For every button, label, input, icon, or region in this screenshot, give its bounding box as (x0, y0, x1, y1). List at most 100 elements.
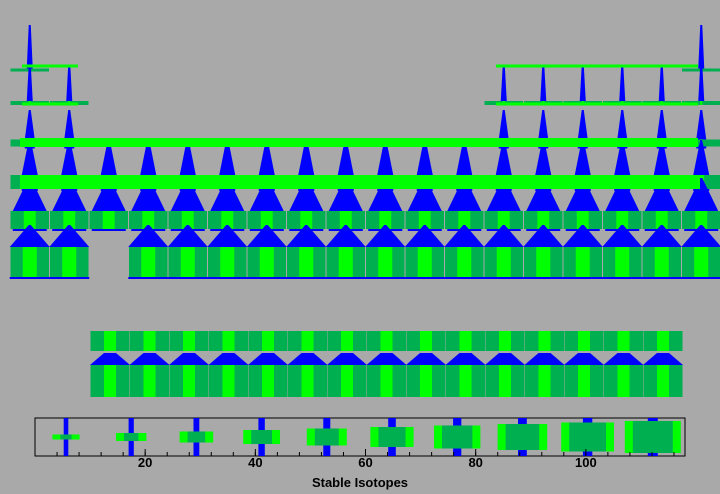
spindle-mark (535, 140, 552, 175)
element-glyph (129, 353, 170, 397)
isotope-bar (537, 211, 550, 229)
isotope-bar (338, 247, 353, 277)
element-glyph (207, 225, 248, 279)
isotope-bar (22, 247, 37, 277)
spindle-mark (693, 140, 710, 175)
element-glyph (50, 65, 89, 105)
element-glyph (643, 353, 683, 397)
element-glyph (485, 331, 525, 351)
isotope-bar (341, 365, 353, 397)
isotope-bar (655, 211, 668, 229)
spindle-mark (258, 140, 275, 175)
isotope-bar (700, 101, 703, 105)
x-tick-label: 60 (358, 455, 372, 470)
spindle-mark (641, 225, 682, 247)
element-glyph (287, 353, 328, 397)
element-glyph (446, 331, 485, 351)
spindle-mark (248, 353, 288, 365)
spindle-mark (483, 225, 524, 247)
element-glyph (524, 65, 563, 105)
element-glyph (366, 353, 407, 397)
isotope-bar (180, 247, 195, 277)
element-glyph (49, 225, 90, 279)
spindle-mark (64, 110, 75, 140)
spindle-mark (614, 140, 631, 175)
spindle-mark (91, 229, 126, 231)
spindle-mark (21, 140, 38, 175)
spindle-mark (207, 225, 248, 247)
spindle-mark (404, 225, 445, 247)
legend-glyph (370, 418, 414, 456)
x-tick-label: 40 (248, 455, 262, 470)
element-glyphs (9, 25, 720, 397)
legend-glyph (116, 418, 147, 456)
x-axis-title: Stable Isotopes (312, 475, 408, 490)
spindle-mark (24, 110, 35, 140)
spindle-mark (100, 140, 117, 175)
element-glyph (485, 353, 525, 397)
spindle-mark (641, 277, 682, 279)
isotope-bar (505, 424, 540, 450)
isotope-bar (262, 331, 274, 351)
isotope-bar (459, 365, 472, 397)
isotope-bar (220, 247, 235, 277)
element-glyph (327, 331, 367, 351)
isotope-bar (251, 430, 272, 444)
spindle-mark (298, 140, 315, 175)
spindle-mark (485, 353, 525, 365)
isotope-bar (20, 175, 700, 189)
element-glyph (365, 225, 406, 279)
isotope-bar (379, 211, 392, 229)
isotope-bar (181, 211, 194, 229)
isotope-bar (420, 331, 432, 351)
element-glyph (444, 225, 485, 279)
spindle-mark (128, 225, 169, 247)
isotope-bar (538, 331, 551, 351)
element-glyph (524, 178, 563, 231)
spindle-mark (366, 353, 407, 365)
element-glyph (209, 331, 248, 351)
isotope-bar (102, 211, 115, 229)
legend-glyph (179, 418, 214, 456)
isotope-bar (497, 211, 510, 229)
spindle-mark (579, 65, 586, 101)
element-glyph (643, 331, 683, 351)
isotope-bar (418, 211, 431, 229)
isotope-bar (538, 365, 551, 397)
spindle-mark (169, 353, 209, 365)
spindle-mark (486, 178, 521, 211)
element-glyph (564, 331, 604, 351)
isotope-bar (380, 331, 393, 351)
element-glyph (603, 65, 642, 105)
isotope-bar (339, 211, 352, 229)
element-glyph (406, 353, 446, 397)
element-glyph (327, 353, 367, 397)
isotope-bar (22, 64, 78, 68)
spindle-mark (684, 178, 719, 211)
spindle-mark (444, 225, 485, 247)
element-glyph (523, 225, 564, 279)
isotope-bar (378, 247, 393, 277)
isotope-bar (417, 247, 432, 277)
spindle-mark (698, 25, 705, 69)
spindle-mark (404, 277, 445, 279)
spindle-mark (26, 25, 33, 69)
spindle-mark (365, 225, 406, 247)
spindle-mark (643, 353, 683, 365)
isotope-bar (62, 247, 77, 277)
spindle-mark (61, 140, 78, 175)
isotope-bar (695, 211, 708, 229)
spindle-mark (653, 140, 670, 175)
element-glyph (525, 331, 564, 351)
element-glyph (484, 65, 523, 105)
spindle-mark (444, 277, 485, 279)
element-glyph (641, 225, 682, 279)
isotope-bar (301, 331, 314, 351)
spindle-mark (327, 353, 367, 365)
spindle-mark (524, 353, 565, 365)
element-glyph (681, 225, 720, 279)
isotope-bar (221, 211, 234, 229)
spindle-mark (49, 225, 90, 247)
isotope-bar (496, 247, 511, 277)
spindle-mark (170, 178, 205, 211)
